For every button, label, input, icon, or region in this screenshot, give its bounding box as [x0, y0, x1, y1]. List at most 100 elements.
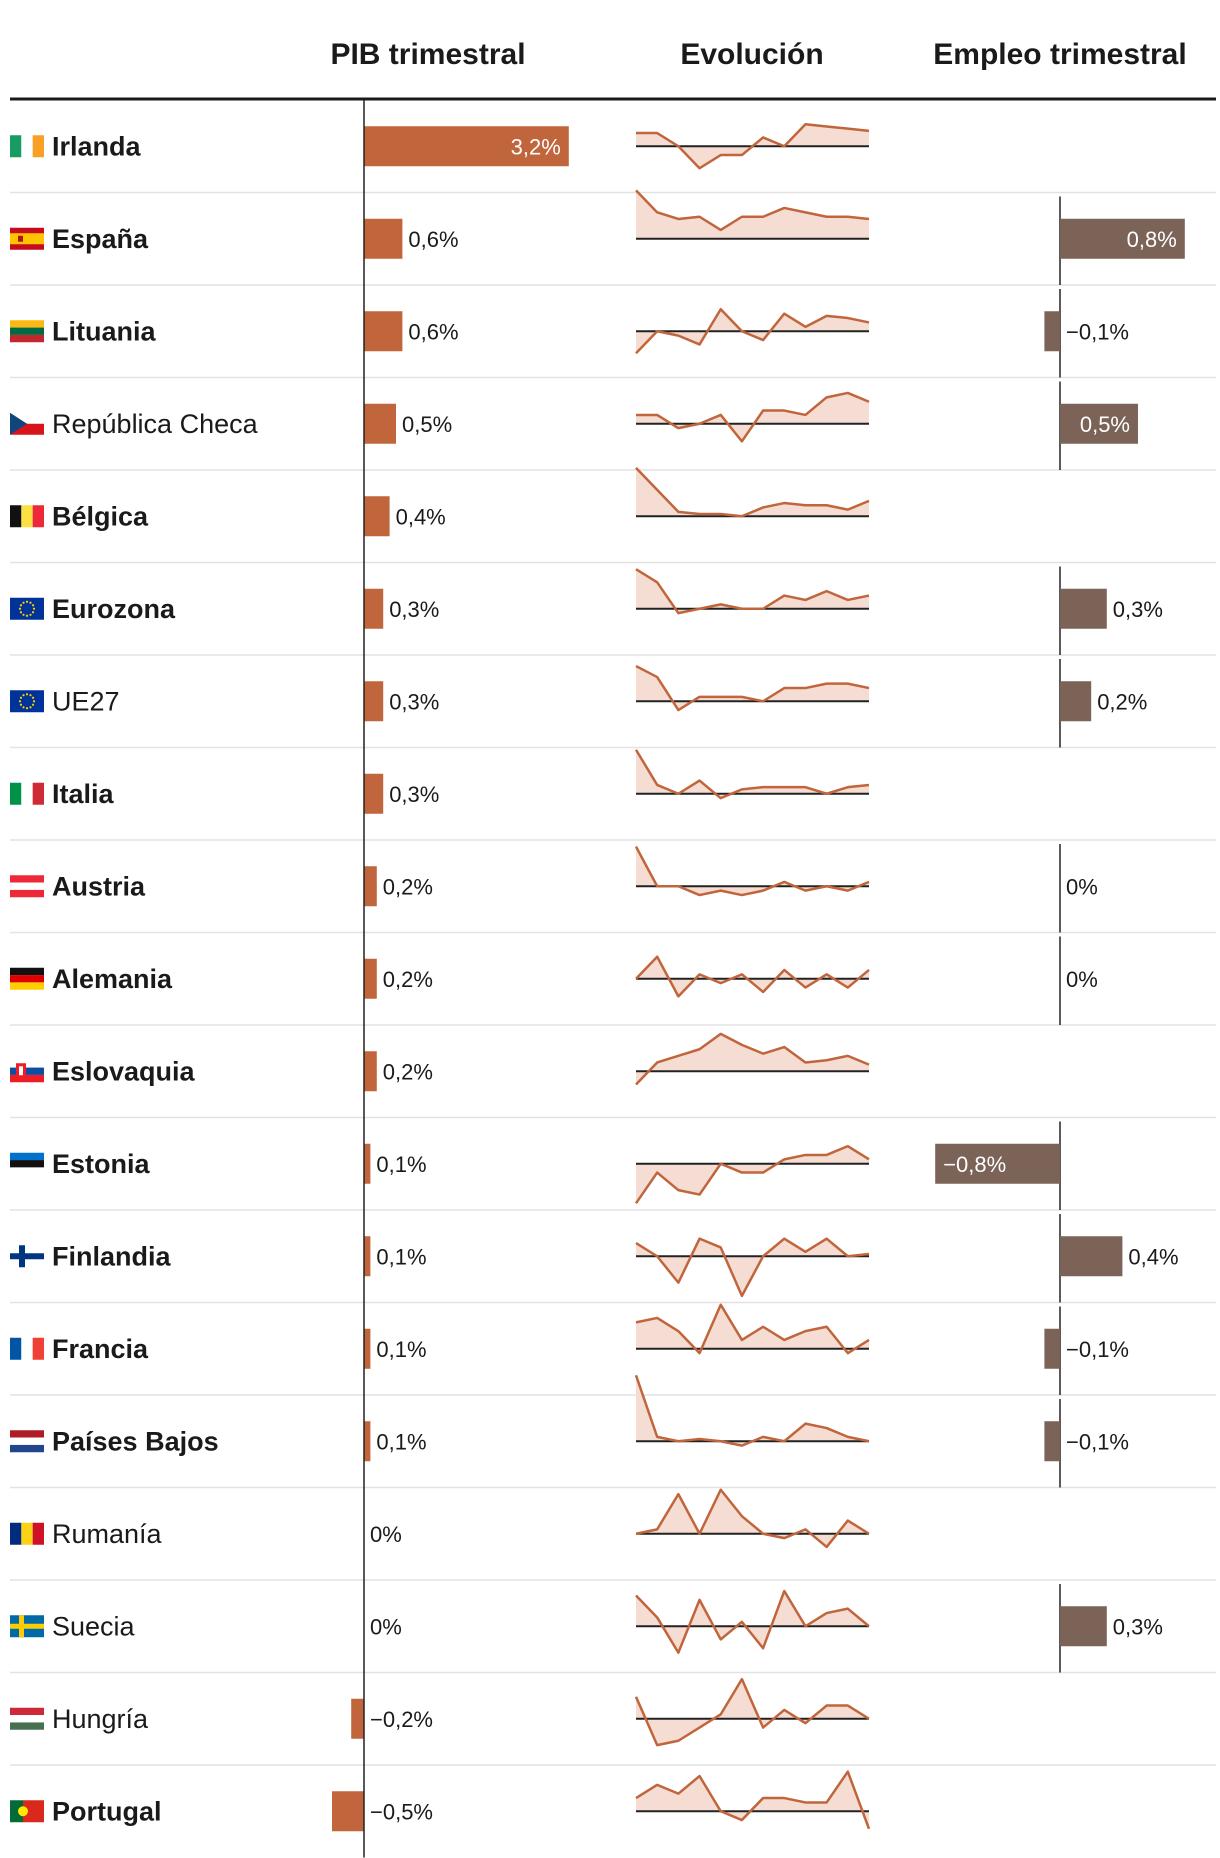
flag-star [18, 607, 22, 610]
eu-flag-icon [10, 690, 44, 713]
flag-stripe [10, 690, 44, 713]
gdp-bar [364, 958, 377, 999]
flag-stripe [10, 1715, 44, 1723]
gdp-bar [364, 588, 384, 629]
employment-bar [1044, 311, 1060, 352]
evolution-area [636, 392, 869, 442]
flag-stripe [10, 1337, 22, 1360]
employment-bar [1044, 1328, 1060, 1369]
employment-value-label: −0,1% [1066, 1337, 1129, 1362]
employment-bar [1060, 1236, 1123, 1277]
italy-flag-icon [10, 782, 44, 805]
flag-stripe [10, 875, 44, 883]
austria-flag-icon [10, 875, 44, 898]
lithuania-flag-icon [10, 320, 44, 343]
country-name: Finlandia [52, 1241, 171, 1271]
gdp-value-label: −0,5% [370, 1799, 433, 1824]
country-name: Bélgica [52, 501, 149, 531]
gdp-value-label: 0,4% [396, 504, 446, 529]
flag-stripe [10, 1437, 44, 1445]
spain-flag-icon [10, 227, 44, 250]
flag-stripe [10, 1160, 44, 1168]
flag-stripe [10, 597, 44, 620]
evolution-area [636, 1489, 869, 1547]
flag-stripe [23, 1800, 44, 1823]
gdp-value-label: 0,3% [389, 597, 439, 622]
rows-group: Irlanda 3,2% España 0,6% 0,8% Lituania 0,6% −0,… [10, 100, 1216, 1858]
table-row: España 0,6% 0,8% [10, 189, 1216, 286]
table-row: Eslovaquia 0,2% [10, 1032, 1216, 1119]
gdp-bar [364, 681, 384, 722]
gdp-bar [364, 866, 377, 907]
evolution-line [635, 466, 870, 518]
flag-stripe [10, 334, 44, 343]
germany-flag-icon [10, 967, 44, 990]
flag-triangle [10, 412, 27, 435]
flag-star [31, 604, 35, 607]
gdp-value-label: 0,3% [389, 782, 439, 807]
flag-star [25, 614, 29, 617]
employment-bar [1060, 218, 1185, 259]
employment-bar [935, 1143, 1060, 1184]
flag-stripe [19, 1066, 23, 1076]
flag-star [29, 601, 32, 604]
table-row: Hungría −0,2% [10, 1677, 1216, 1766]
gdp-bar [364, 773, 384, 814]
table-row: Irlanda 3,2% [10, 123, 1216, 194]
flag-stripe [10, 1722, 44, 1730]
hungary-flag-icon [10, 1707, 44, 1730]
employment-bar [1060, 588, 1107, 629]
gdp-value-label: 0% [370, 1522, 402, 1547]
flag-stripe [10, 327, 44, 335]
eu-flag-icon [10, 597, 44, 620]
table-row: República Checa 0,5% 0,5% [10, 381, 1216, 471]
gdp-bar [364, 126, 569, 167]
country-name: República Checa [52, 409, 259, 439]
gdp-bar [364, 1236, 371, 1277]
evolution-line [636, 391, 870, 443]
ireland-flag-icon [10, 135, 44, 158]
table-row: Estonia 0,1% −0,8% [10, 1121, 1216, 1211]
gdp-value-label: 0,1% [376, 1337, 426, 1362]
table-row: Francia 0,1% −0,1% [10, 1303, 1216, 1396]
evolution-line [634, 1677, 870, 1747]
gdp-value-label: 0,1% [376, 1429, 426, 1454]
evolution-line [635, 1303, 870, 1355]
evolution-area [636, 1033, 869, 1085]
flag-star [18, 700, 22, 703]
employment-value-label: 0% [1066, 967, 1098, 992]
header-gdp: PIB trimestral [330, 38, 525, 71]
flag-stripe [10, 882, 44, 890]
employment-value-label: −0,8% [943, 1152, 1006, 1177]
flag-stripe [10, 967, 44, 976]
netherlands-flag-icon [10, 1430, 44, 1453]
evolution-area [636, 1146, 869, 1204]
flag-stripe [10, 233, 44, 245]
evolution-area [636, 467, 869, 517]
flag-stripe [10, 1067, 44, 1075]
country-name: Eurozona [52, 594, 176, 624]
flag-stripe [10, 1623, 44, 1629]
flag-stripe [21, 782, 33, 805]
evolution-area [636, 1238, 869, 1296]
evolution-line [635, 1032, 870, 1086]
employment-value-label: −0,1% [1066, 1429, 1129, 1454]
flag-stripe [10, 320, 44, 328]
evolution-area [636, 666, 869, 711]
flag-stripe [10, 423, 44, 435]
france-flag-icon [10, 1337, 44, 1360]
gdp-value-label: 0,6% [408, 227, 458, 252]
flag-stripe [10, 1060, 44, 1068]
flag-stripe [32, 1337, 44, 1360]
country-name: Portugal [52, 1796, 162, 1826]
flag-stripe [21, 1337, 33, 1360]
flag-stripe [10, 1800, 23, 1823]
gdp-value-label: 0,3% [389, 689, 439, 714]
belgium-flag-icon [10, 505, 44, 528]
country-name: Estonia [52, 1149, 151, 1179]
evolution-line [636, 123, 870, 170]
flag-stripe [10, 1522, 22, 1545]
employment-value-label: 0,3% [1113, 1614, 1163, 1639]
flag-stripe [32, 135, 44, 158]
